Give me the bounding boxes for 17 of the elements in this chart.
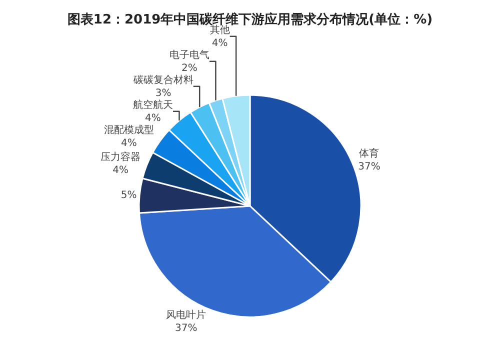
data-label: 2%: [182, 62, 198, 74]
data-label: 4%: [112, 164, 128, 176]
slice-label: 混配模成型: [104, 124, 154, 136]
slice-label: 其他: [210, 24, 230, 36]
slice-label: 碳碳复合材料: [132, 74, 194, 86]
data-label: 5%: [120, 190, 137, 202]
data-label: 3%: [155, 88, 172, 99]
slice-label: 电子电气: [169, 48, 210, 61]
slice-label: 风电叶片: [166, 309, 206, 322]
slice-label: 航空航天: [132, 98, 173, 111]
data-label: 4%: [121, 138, 137, 149]
data-label: 37%: [358, 161, 380, 172]
data-label: 37%: [175, 323, 198, 334]
data-label: 4%: [212, 38, 228, 49]
data-label: 4%: [145, 112, 161, 124]
slice-label: 体育: [359, 147, 380, 160]
slice-label: 压力容器: [100, 150, 141, 163]
